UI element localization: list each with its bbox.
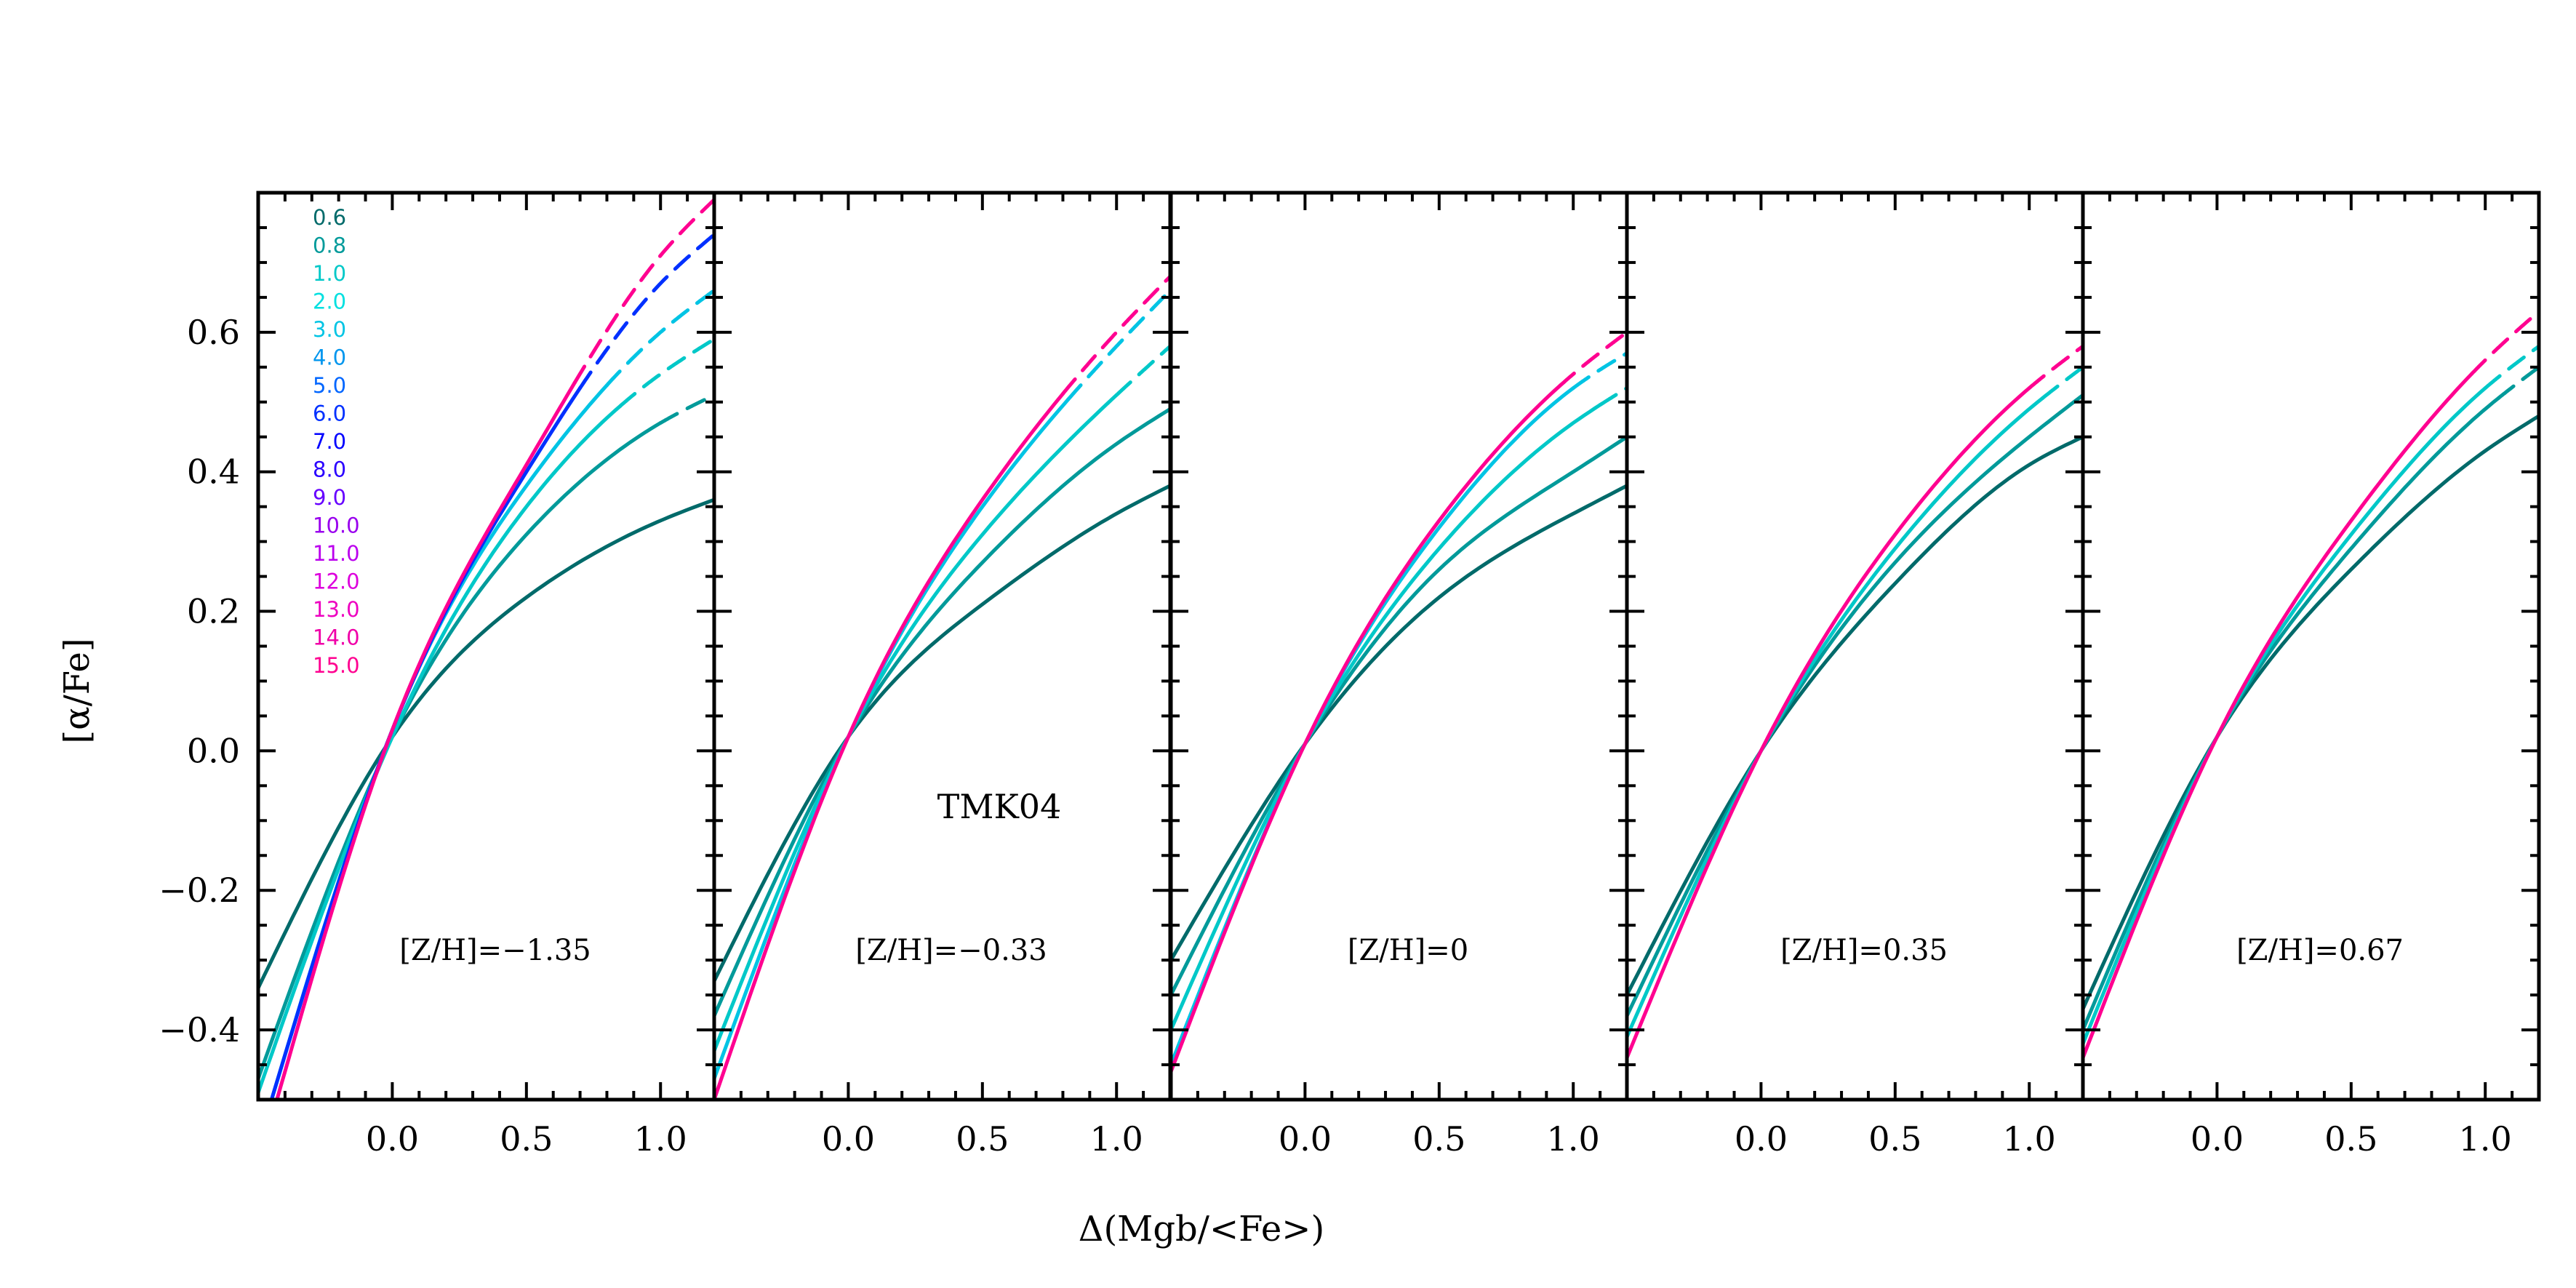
series-15-0-dashed <box>1061 274 1170 396</box>
series-0-8-solid <box>1171 435 1627 997</box>
x-tick-label: 0.0 <box>1279 1119 1332 1159</box>
x-tick-label: 0.5 <box>956 1119 1009 1159</box>
legend-entry: 5.0 <box>313 373 346 398</box>
panel-label: [Z/H]=0 <box>1348 934 1468 967</box>
series-15-0-solid <box>275 380 577 1100</box>
x-axis-title: Δ(Mgb/<Fe>) <box>1079 1209 1324 1249</box>
legend-entry: 10.0 <box>313 513 360 538</box>
series-1-0-solid <box>1627 396 2045 1039</box>
legend-entry: 2.0 <box>313 289 346 314</box>
series-1-0-solid <box>714 393 1119 1053</box>
annotation-tmk04: TMK04 <box>937 787 1062 826</box>
series-3-0-solid <box>714 397 1071 1081</box>
panel-4: 0.0 0.5 1.0 [Z/H]=0.35 <box>1625 191 2085 1159</box>
legend-entry: 0.8 <box>313 233 346 258</box>
series-3-0-dashed <box>1066 288 1170 401</box>
x-tick-label: 1.0 <box>1090 1119 1143 1159</box>
series-15-0-solid <box>2083 372 2474 1060</box>
x-tick-label: 1.0 <box>1547 1119 1600 1159</box>
legend-entry: 1.0 <box>313 261 346 286</box>
series-1-0-solid <box>258 404 623 1095</box>
legend-entry: 9.0 <box>313 485 346 510</box>
legend-entry: 13.0 <box>313 597 360 622</box>
legend-entry: 7.0 <box>313 429 346 454</box>
x-tick-label: 0.5 <box>1412 1119 1465 1159</box>
series-15-0-dashed <box>2470 309 2539 376</box>
series-1-0-dashed <box>1114 344 1170 397</box>
series-0-8-solid <box>1627 393 2083 1018</box>
series-0-8-solid <box>258 421 663 1081</box>
series-15-0-dashed <box>572 198 714 385</box>
series-1-0-solid <box>1171 403 1602 1032</box>
curves <box>258 198 714 1100</box>
series-15-0-dashed <box>1558 330 1627 388</box>
y-tick-label: −0.2 <box>159 871 240 910</box>
x-tick-label: 0.0 <box>2191 1119 2244 1159</box>
panel-3: 0.0 0.5 1.0 [Z/H]=0 <box>1169 191 1629 1159</box>
series-0-8-solid <box>2083 396 2501 1032</box>
panel-label: [Z/H]=−1.35 <box>399 934 591 967</box>
x-tick-label: 0.5 <box>2324 1119 2377 1159</box>
series-15-0-dashed <box>2027 344 2083 391</box>
series-0-8-solid <box>714 407 1170 1018</box>
panel-1: 0.0 0.5 1.0 [Z/H]=−1.35 <box>256 191 716 1159</box>
series-0-8-dashed <box>2497 365 2539 400</box>
legend-entry: 15.0 <box>313 653 360 678</box>
x-tick-label: 0.0 <box>822 1119 875 1159</box>
curves <box>2083 309 2539 1060</box>
x-tick-label: 0.0 <box>366 1119 419 1159</box>
panel-label: [Z/H]=0.35 <box>1780 934 1948 967</box>
series-3-0-dashed <box>605 288 714 388</box>
series-1-0-solid <box>2083 386 2487 1046</box>
legend-entry: 0.6 <box>313 205 346 230</box>
panel-5: 0.0 0.5 1.0 [Z/H]=0.67 <box>2081 191 2541 1159</box>
y-axis-title: [α/Fe] <box>57 638 97 743</box>
y-tick-label: 0.2 <box>187 592 240 631</box>
legend: 0.6 0.8 1.0 2.0 3.0 4.0 5.0 6.0 7.0 8.0 9.0 10.0 11.… <box>313 205 360 678</box>
series-1-0-dashed <box>618 337 714 408</box>
curves <box>1627 344 2083 1060</box>
legend-entry: 12.0 <box>313 569 360 594</box>
x-tick-label: 0.5 <box>1868 1119 1921 1159</box>
legend-entry: 6.0 <box>313 401 346 426</box>
x-tick-label: 0.0 <box>1735 1119 1788 1159</box>
series-0-6-solid <box>2083 414 2539 1011</box>
series-1-0-dashed <box>2483 344 2539 391</box>
series-0-6-solid <box>258 497 714 990</box>
legend-entry: 4.0 <box>313 345 346 370</box>
series-15-0-solid <box>1171 384 1562 1074</box>
series-6-0-dashed <box>578 233 714 390</box>
x-tick-label: 0.5 <box>500 1119 553 1159</box>
panel-label: [Z/H]=0.67 <box>2236 934 2404 967</box>
series-0-6-solid <box>714 484 1170 983</box>
series-3-0-dashed <box>1571 351 1627 391</box>
x-tick-label: 1.0 <box>2003 1119 2056 1159</box>
series-15-0-solid <box>1627 386 2031 1060</box>
curves <box>1171 330 1627 1074</box>
curves <box>714 274 1170 1100</box>
legend-entry: 3.0 <box>313 317 346 342</box>
series-1-0-dashed <box>2041 365 2083 400</box>
series-0-6-solid <box>1171 484 1627 962</box>
panel-2: 0.0 0.5 1.0 [Z/H]=−0.33 <box>712 191 1172 1159</box>
y-tick-label: −0.4 <box>159 1010 240 1049</box>
panel-label: [Z/H]=−0.33 <box>855 934 1047 967</box>
series-1-0-dashed <box>1598 386 1627 407</box>
y-tick-label: 0.4 <box>187 452 240 492</box>
x-tick-label: 1.0 <box>2459 1119 2512 1159</box>
legend-entry: 11.0 <box>313 541 360 566</box>
x-tick-label: 1.0 <box>634 1119 687 1159</box>
y-tick-label: 0.6 <box>187 313 240 352</box>
legend-entry: 14.0 <box>313 625 360 650</box>
series-0-8-dashed <box>658 393 714 425</box>
series-0-6-solid <box>1627 435 2083 997</box>
panels: 0.0 0.5 1.0 [Z/H]=−1.35 0.0 0.5 1.0 [Z/H]=−0.33… <box>159 191 2541 1159</box>
y-tick-labels: −0.4 −0.2 0.0 0.2 0.4 0.6 <box>159 313 240 1049</box>
legend-entry: 8.0 <box>313 457 346 482</box>
series-15-0-solid <box>714 391 1065 1100</box>
axis-titles: Δ(Mgb/<Fe>) [α/Fe] <box>57 638 1324 1249</box>
y-tick-label: 0.0 <box>187 731 240 770</box>
